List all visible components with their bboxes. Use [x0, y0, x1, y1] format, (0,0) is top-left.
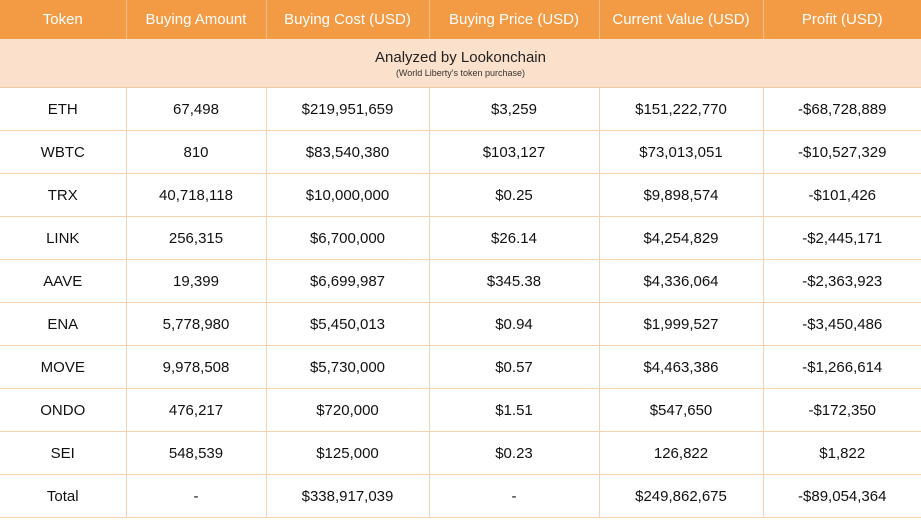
cell-buying-amount: 476,217 — [126, 388, 267, 432]
cell-token: LINK — [0, 216, 127, 260]
cell-current-value: $151,222,770 — [599, 87, 764, 131]
cell-buying-amount: 5,778,980 — [126, 302, 267, 346]
header-profit: Profit (USD) — [763, 0, 921, 39]
cell-buying-amount: 256,315 — [126, 216, 267, 260]
cell-current-value: $4,463,386 — [599, 345, 764, 389]
cell-profit: -$2,445,171 — [763, 216, 921, 260]
cell-buying-price: $0.94 — [429, 302, 600, 346]
cell-token: SEI — [0, 431, 127, 475]
cell-buying-cost: $5,450,013 — [266, 302, 430, 346]
cell-buying-price: - — [429, 474, 600, 518]
cell-buying-price: $3,259 — [429, 87, 600, 131]
cell-token: Total — [0, 474, 127, 518]
header-current-value: Current Value (USD) — [599, 0, 764, 39]
cell-buying-amount: 67,498 — [126, 87, 267, 131]
cell-buying-price: $0.23 — [429, 431, 600, 475]
cell-token: AAVE — [0, 259, 127, 303]
table-row: LINK 256,315 $6,700,000 $26.14 $4,254,829 -$2… — [0, 216, 921, 260]
cell-profit: $1,822 — [763, 431, 921, 475]
analyzed-banner: Analyzed by Lookonchain (World Liberty's… — [0, 39, 921, 88]
cell-current-value: $249,862,675 — [599, 474, 764, 518]
cell-current-value: $4,254,829 — [599, 216, 764, 260]
cell-buying-cost: $338,917,039 — [266, 474, 430, 518]
cell-token: ONDO — [0, 388, 127, 432]
table-row: ONDO 476,217 $720,000 $1.51 $547,650 -$172,35… — [0, 388, 921, 432]
cell-buying-cost: $6,699,987 — [266, 259, 430, 303]
table-row: WBTC 810 $83,540,380 $103,127 $73,013,051 -$1… — [0, 130, 921, 174]
analyzed-banner-row: Analyzed by Lookonchain (World Liberty's… — [0, 39, 921, 88]
header-buying-price: Buying Price (USD) — [429, 0, 600, 39]
cell-buying-price: $1.51 — [429, 388, 600, 432]
header-buying-cost: Buying Cost (USD) — [266, 0, 430, 39]
cell-buying-price: $0.57 — [429, 345, 600, 389]
cell-buying-cost: $83,540,380 — [266, 130, 430, 174]
cell-token: TRX — [0, 173, 127, 217]
cell-buying-price: $0.25 — [429, 173, 600, 217]
cell-buying-price: $26.14 — [429, 216, 600, 260]
table-row: AAVE 19,399 $6,699,987 $345.38 $4,336,064 -$2… — [0, 259, 921, 303]
cell-buying-amount: 9,978,508 — [126, 345, 267, 389]
cell-profit: -$3,450,486 — [763, 302, 921, 346]
cell-current-value: $1,999,527 — [599, 302, 764, 346]
cell-current-value: $547,650 — [599, 388, 764, 432]
cell-buying-cost: $720,000 — [266, 388, 430, 432]
cell-buying-cost: $6,700,000 — [266, 216, 430, 260]
cell-current-value: $4,336,064 — [599, 259, 764, 303]
table-row: ETH 67,498 $219,951,659 $3,259 $151,222,770-… — [0, 87, 921, 131]
total-row: Total - $338,917,039- $249,862,675 -$89,054,… — [0, 474, 921, 518]
cell-profit: -$2,363,923 — [763, 259, 921, 303]
table-row: MOVE 9,978,508 $5,730,000 $0.57 $4,463,386 -$… — [0, 345, 921, 389]
header-buying-amount: Buying Amount — [126, 0, 267, 39]
cell-buying-amount: - — [126, 474, 267, 518]
analyzed-subtitle: (World Liberty's token purchase) — [395, 68, 526, 78]
cell-buying-cost: $5,730,000 — [266, 345, 430, 389]
cell-buying-cost: $10,000,000 — [266, 173, 430, 217]
cell-current-value: $73,013,051 — [599, 130, 764, 174]
cell-buying-price: $103,127 — [429, 130, 600, 174]
cell-current-value: 126,822 — [599, 431, 764, 475]
cell-token: ENA — [0, 302, 127, 346]
cell-current-value: $9,898,574 — [599, 173, 764, 217]
cell-buying-amount: 548,539 — [126, 431, 267, 475]
cell-buying-cost: $125,000 — [266, 431, 430, 475]
cell-token: WBTC — [0, 130, 127, 174]
cell-buying-amount: 810 — [126, 130, 267, 174]
header-row: Token Buying Amount Buying Cost (USD) Bu… — [0, 0, 921, 39]
cell-profit: -$172,350 — [763, 388, 921, 432]
cell-buying-amount: 19,399 — [126, 259, 267, 303]
cell-token: MOVE — [0, 345, 127, 389]
cell-profit: -$68,728,889 — [763, 87, 921, 131]
table-row: ENA 5,778,980 $5,450,013 $0.94 $1,999,527 -$3… — [0, 302, 921, 346]
cell-buying-cost: $219,951,659 — [266, 87, 430, 131]
cell-profit: -$1,266,614 — [763, 345, 921, 389]
cell-profit: -$89,054,364 — [763, 474, 921, 518]
header-token: Token — [0, 0, 127, 39]
cell-buying-price: $345.38 — [429, 259, 600, 303]
cell-profit: -$101,426 — [763, 173, 921, 217]
cell-token: ETH — [0, 87, 127, 131]
cell-profit: -$10,527,329 — [763, 130, 921, 174]
cell-buying-amount: 40,718,118 — [126, 173, 267, 217]
analyzed-title: Analyzed by Lookonchain — [375, 49, 546, 66]
table-row: TRX 40,718,118 $10,000,000 $0.25 $9,898,574-… — [0, 173, 921, 217]
table-row: SEI 548,539 $125,000 $0.23 126,822 $1,822 — [0, 431, 921, 475]
